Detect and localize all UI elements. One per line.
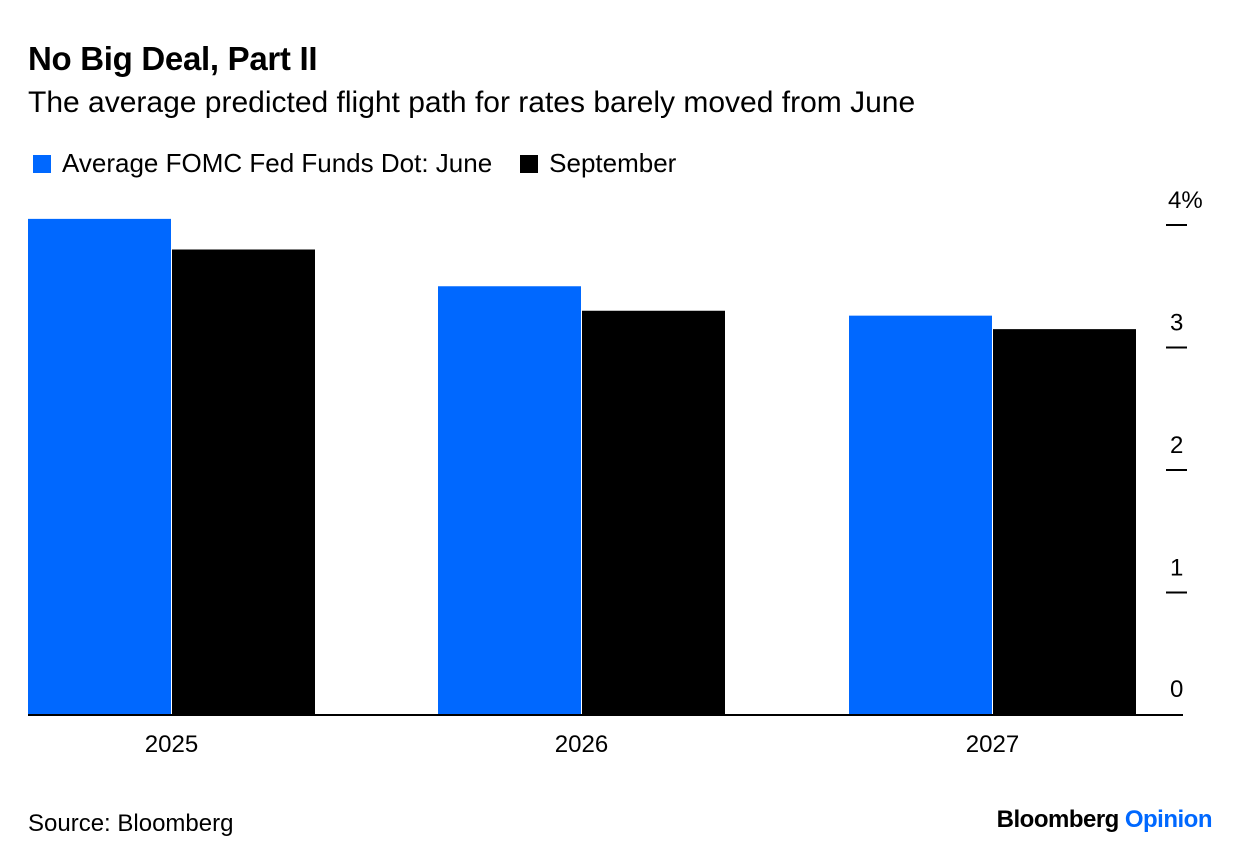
legend-label-september: September	[549, 148, 677, 178]
x-tick-label-2027: 2027	[966, 731, 1019, 758]
legend-item-september: September	[520, 148, 676, 179]
legend-swatch-september	[520, 154, 539, 173]
y-tick-label-1: 1	[1170, 555, 1183, 582]
legend: Average FOMC Fed Funds Dot: June Septemb…	[33, 148, 704, 179]
y-tick-label-2: 2	[1170, 432, 1183, 459]
chart-title: No Big Deal, Part II	[28, 40, 318, 77]
legend-item-june: Average FOMC Fed Funds Dot: June	[33, 148, 492, 179]
bar-june-2025	[28, 218, 171, 715]
source-note: Source: Bloomberg	[28, 810, 234, 837]
x-tick-label-2026: 2026	[555, 731, 608, 758]
bar-june-2027	[849, 315, 992, 715]
x-tick-label-2025: 2025	[145, 731, 198, 758]
y-tick-label-0: 0	[1170, 676, 1183, 703]
bar-june-2026	[438, 286, 581, 715]
brand-secondary: Opinion	[1124, 806, 1213, 833]
brand-logo: Bloomberg Opinion	[996, 806, 1213, 834]
legend-label-june: Average FOMC Fed Funds Dot: June	[62, 148, 493, 178]
bar-september-2027	[993, 329, 1136, 715]
y-tick-label-4: 4%	[1168, 187, 1203, 214]
brand-primary: Bloomberg	[996, 806, 1120, 833]
bar-september-2025	[172, 249, 315, 715]
y-tick-label-3: 3	[1170, 310, 1183, 337]
bar-september-2026	[582, 310, 725, 715]
legend-swatch-june	[33, 154, 51, 173]
chart-subtitle: The average predicted flight path for ra…	[28, 86, 916, 119]
